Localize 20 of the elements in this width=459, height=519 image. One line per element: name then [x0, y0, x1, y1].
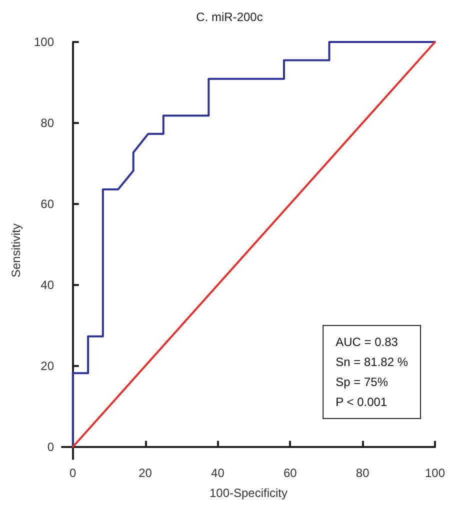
annotation: Sn = 81.82 % — [336, 355, 408, 369]
annotation: AUC = 0.83 — [336, 335, 398, 349]
x-tick-label: 80 — [356, 466, 370, 480]
y-tick-label: 60 — [40, 196, 54, 211]
y-tick-label: 40 — [40, 278, 54, 292]
annotation: Sp = 75% — [336, 375, 388, 389]
x-tick-label: 20 — [138, 466, 152, 480]
x-tick-label: 0 — [70, 466, 77, 480]
x-tick-label: 60 — [283, 466, 298, 480]
x-axis-title: 100-Specificity — [209, 486, 288, 500]
x-tick-label: 40 — [211, 466, 225, 480]
y-tick-label: 20 — [40, 358, 54, 373]
y-tick-label: 100 — [34, 35, 54, 49]
y-tick-label: 80 — [40, 116, 54, 130]
chart-title: C. miR-200c — [196, 10, 263, 24]
annotation: P < 0.001 — [336, 395, 388, 409]
line-series — [72, 41, 436, 448]
x-tick-label: 100 — [424, 466, 446, 480]
y-tick-label: 0 — [47, 440, 54, 454]
y-axis-title: Sensitivity — [9, 223, 23, 278]
